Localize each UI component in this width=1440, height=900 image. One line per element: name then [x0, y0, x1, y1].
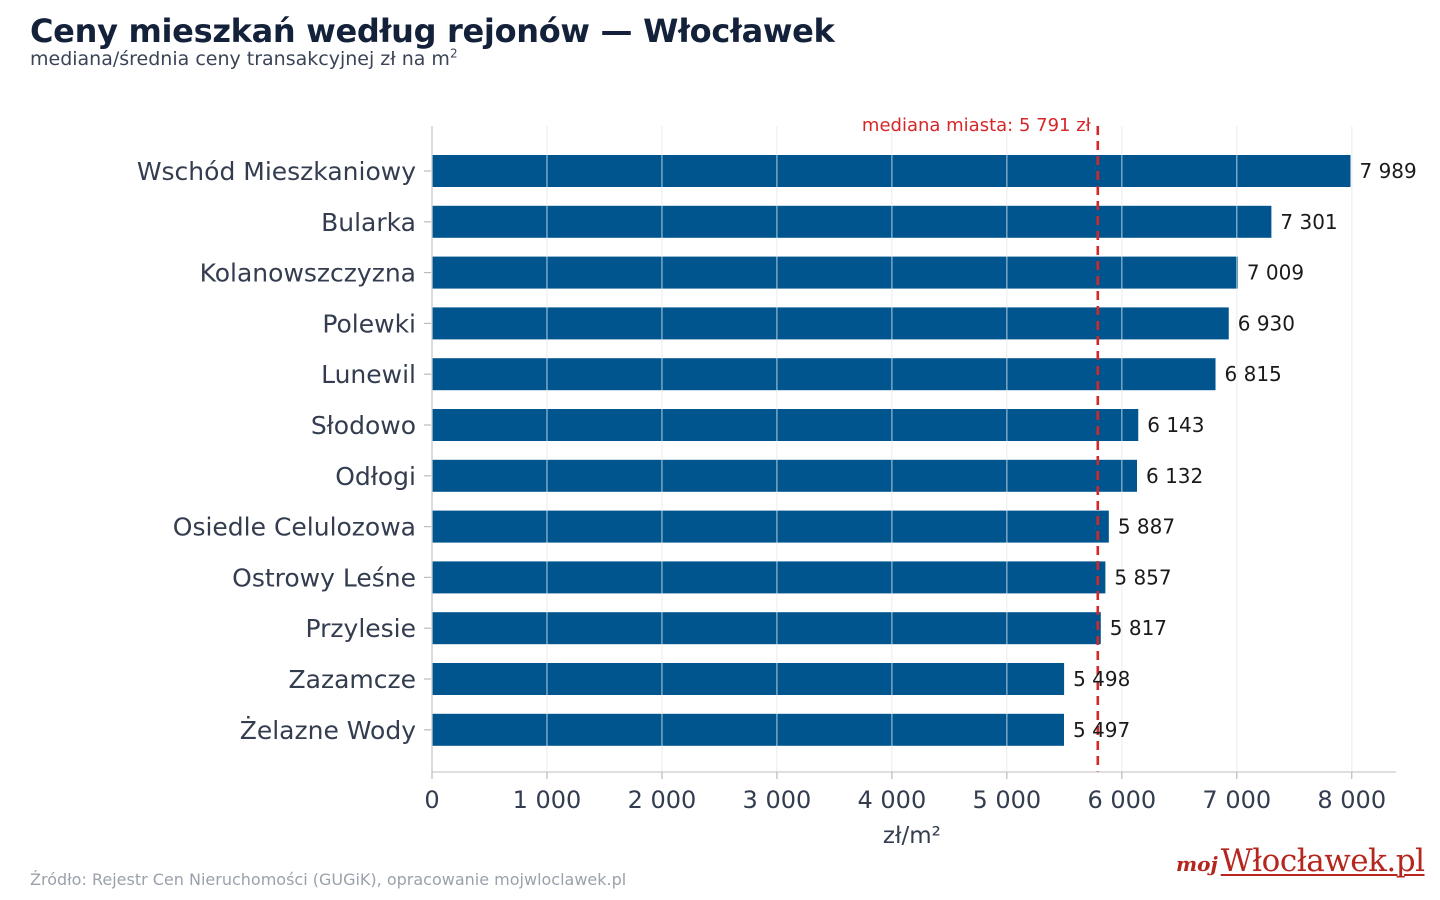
value-label-6: 6 132 [1146, 464, 1203, 488]
value-label-1: 7 301 [1280, 210, 1337, 234]
category-label-6: Odłogi [335, 462, 416, 491]
x-tick-label-4: 4 000 [858, 786, 927, 814]
x-tick-label-0: 0 [424, 786, 439, 814]
x-tick-label-3: 3 000 [743, 786, 812, 814]
value-label-3: 6 930 [1238, 311, 1295, 335]
site-logo-name: Włocławek.pl [1220, 843, 1425, 879]
bar-9 [432, 612, 1101, 645]
value-label-4: 6 815 [1225, 362, 1282, 386]
value-label-11: 5 497 [1073, 718, 1130, 742]
site-logo-prefix: moj [1176, 852, 1218, 876]
bar-11 [432, 713, 1064, 746]
x-tick-label-5: 5 000 [972, 786, 1041, 814]
x-tick-label-1: 1 000 [513, 786, 582, 814]
chart-subtitle-text: mediana/średnia ceny transakcyjnej zł na… [30, 48, 450, 70]
bar-5 [432, 409, 1139, 441]
site-logo: mojWłocławek.pl [1176, 846, 1425, 877]
category-label-10: Zazamcze [289, 665, 417, 694]
value-label-2: 7 009 [1247, 261, 1304, 285]
x-tick-label-7: 7 000 [1202, 786, 1271, 814]
bar-7 [432, 510, 1109, 543]
bar-10 [432, 663, 1065, 695]
value-label-10: 5 498 [1073, 667, 1130, 691]
category-label-9: Przylesie [305, 614, 416, 643]
value-label-0: 7 989 [1359, 159, 1416, 183]
category-label-5: Słodowo [311, 411, 416, 440]
chart-subtitle-superscript: 2 [449, 46, 458, 61]
bar-8 [432, 561, 1106, 594]
bar-2 [432, 256, 1238, 289]
category-label-8: Ostrowy Leśne [232, 563, 416, 592]
category-label-4: Lunewil [321, 360, 416, 389]
median-reference-label: mediana miasta: 5 791 zł [862, 115, 1092, 136]
category-label-3: Polewki [322, 309, 416, 338]
category-label-0: Wschód Mieszkaniowy [137, 157, 416, 186]
category-label-7: Osiedle Celulozowa [173, 513, 416, 542]
axes [424, 126, 1396, 779]
bar-3 [432, 307, 1229, 340]
x-tick-label-6: 6 000 [1087, 786, 1156, 814]
value-label-9: 5 817 [1110, 616, 1167, 640]
bar-6 [432, 459, 1137, 492]
category-label-1: Bularka [321, 208, 416, 237]
category-label-2: Kolanowszczyzna [200, 259, 416, 288]
chart-title: Ceny mieszkań według rejonów — Włocławek [30, 12, 835, 50]
reference-line-group: mediana miasta: 5 791 zł [862, 115, 1100, 772]
bar-4 [432, 358, 1216, 391]
x-axis-title: zł/m² [883, 823, 941, 849]
value-label-8: 5 857 [1114, 565, 1171, 589]
bars [432, 126, 1353, 772]
source-note: Źródło: Rejestr Cen Nieruchomości (GUGiK… [30, 870, 627, 889]
bar-1 [432, 205, 1272, 238]
labels: 7 989 Wschód Mieszkaniowy 7 301 Bularka 7 00… [137, 157, 1417, 849]
category-label-11: Żelazne Wody [240, 716, 416, 745]
chart-subtitle: mediana/średnia ceny transakcyjnej zł na… [30, 48, 458, 70]
x-tick-label-2: 2 000 [628, 786, 697, 814]
x-tick-label-8: 8 000 [1317, 786, 1386, 814]
value-label-7: 5 887 [1118, 515, 1175, 539]
value-label-5: 6 143 [1147, 413, 1204, 437]
